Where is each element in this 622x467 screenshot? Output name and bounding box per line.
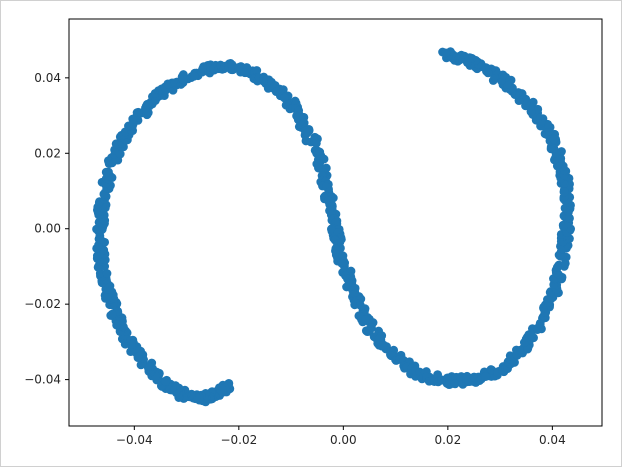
- scatter-point: [302, 128, 312, 138]
- scatter-point: [128, 114, 138, 124]
- scatter-point: [311, 138, 321, 148]
- y-tick-label: 0.02: [34, 146, 61, 160]
- scatter-point: [441, 48, 451, 58]
- y-tick-label: −0.04: [24, 373, 61, 387]
- y-tick-label: −0.02: [24, 297, 61, 311]
- y-tick-label: 0.00: [34, 222, 61, 236]
- scatter-point: [101, 167, 111, 177]
- scatter-point: [361, 315, 371, 324]
- x-tick-label: 0.02: [434, 433, 461, 447]
- scatter-point: [92, 251, 102, 261]
- scatter-point: [161, 377, 171, 386]
- scatter-point: [178, 75, 188, 84]
- scatter-point: [565, 213, 574, 223]
- scatter-point: [549, 134, 559, 144]
- scatter-point: [444, 373, 454, 383]
- x-tick-label: 0.00: [330, 433, 357, 447]
- x-tick-label: −0.02: [220, 433, 257, 447]
- y-tick-label: 0.04: [34, 71, 61, 85]
- scatter-point: [515, 345, 525, 355]
- scatter-point: [280, 93, 289, 103]
- scatter-point: [189, 71, 199, 81]
- x-tick-label: 0.04: [539, 433, 566, 447]
- scatter-point: [510, 358, 519, 367]
- scatter-point: [552, 263, 562, 272]
- scatter-point: [240, 68, 250, 78]
- scatter-point: [505, 351, 515, 361]
- scatter-point: [337, 258, 347, 268]
- scatter-point: [252, 66, 262, 75]
- scatter-point: [559, 187, 569, 197]
- scatter-point: [95, 234, 105, 244]
- scatter-point: [102, 269, 112, 278]
- x-tick-label: −0.04: [116, 433, 153, 447]
- scatter-point: [107, 309, 117, 319]
- scatter-point: [378, 341, 388, 350]
- plot-axes-frame: [68, 18, 603, 427]
- scatter-point: [450, 379, 460, 389]
- scatter-point: [480, 372, 490, 381]
